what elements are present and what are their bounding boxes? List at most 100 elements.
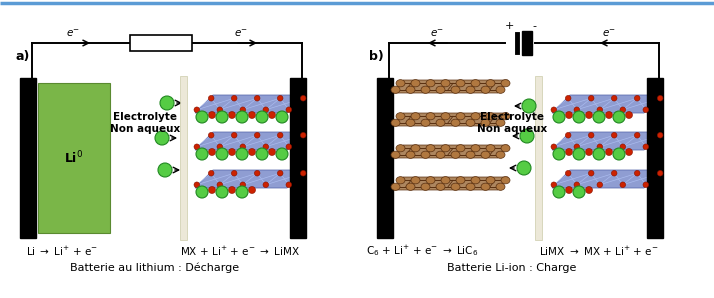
Ellipse shape — [466, 183, 475, 190]
Ellipse shape — [421, 86, 430, 93]
Ellipse shape — [286, 182, 291, 187]
Ellipse shape — [240, 107, 246, 113]
Ellipse shape — [286, 144, 291, 150]
Ellipse shape — [248, 187, 256, 193]
Ellipse shape — [451, 151, 460, 158]
Ellipse shape — [396, 113, 405, 120]
Text: C$_{6}$ + Li$^{+}$ + e$^{-}$ $\rightarrow$ LiC$_{6}$: C$_{6}$ + Li$^{+}$ + e$^{-}$ $\rightarro… — [366, 243, 478, 258]
Ellipse shape — [155, 131, 169, 145]
Polygon shape — [393, 113, 508, 126]
Ellipse shape — [643, 182, 648, 187]
Ellipse shape — [217, 144, 223, 150]
Ellipse shape — [481, 151, 490, 158]
Ellipse shape — [216, 148, 228, 160]
Ellipse shape — [231, 95, 237, 101]
Ellipse shape — [217, 107, 223, 113]
Ellipse shape — [574, 107, 580, 113]
Bar — [535, 76, 542, 240]
Ellipse shape — [217, 182, 223, 187]
Ellipse shape — [208, 111, 216, 119]
Text: e$^{-}$: e$^{-}$ — [430, 28, 444, 39]
Polygon shape — [195, 170, 305, 188]
Ellipse shape — [585, 148, 593, 156]
Ellipse shape — [301, 95, 306, 101]
Ellipse shape — [216, 186, 228, 198]
Ellipse shape — [276, 148, 288, 160]
Ellipse shape — [254, 132, 260, 138]
Ellipse shape — [406, 183, 415, 190]
Ellipse shape — [643, 107, 648, 113]
Ellipse shape — [574, 144, 580, 150]
Ellipse shape — [625, 111, 633, 119]
Ellipse shape — [208, 95, 214, 101]
Ellipse shape — [551, 107, 557, 113]
Bar — [180, 76, 187, 240]
Text: b): b) — [369, 50, 383, 63]
Text: e$^{-}$: e$^{-}$ — [66, 28, 80, 39]
Ellipse shape — [565, 95, 571, 101]
Ellipse shape — [421, 119, 430, 126]
Ellipse shape — [456, 80, 465, 87]
Ellipse shape — [501, 145, 510, 152]
Ellipse shape — [573, 148, 585, 160]
Ellipse shape — [208, 187, 216, 193]
Text: Electrolyte
Non aqueux: Electrolyte Non aqueux — [477, 112, 547, 134]
Ellipse shape — [231, 170, 237, 176]
Ellipse shape — [471, 177, 480, 184]
Ellipse shape — [301, 170, 306, 176]
Ellipse shape — [517, 161, 531, 175]
Polygon shape — [393, 177, 508, 190]
Ellipse shape — [620, 182, 625, 187]
Ellipse shape — [471, 145, 480, 152]
Ellipse shape — [553, 111, 565, 123]
Text: Electrolyte
Non aqueux: Electrolyte Non aqueux — [110, 112, 180, 134]
Ellipse shape — [263, 182, 268, 187]
Ellipse shape — [551, 144, 557, 150]
Ellipse shape — [658, 95, 663, 101]
Bar — [20, 78, 36, 238]
Ellipse shape — [496, 86, 505, 93]
Ellipse shape — [466, 119, 475, 126]
Ellipse shape — [286, 107, 291, 113]
Ellipse shape — [228, 111, 236, 119]
Ellipse shape — [501, 177, 510, 184]
Ellipse shape — [565, 132, 571, 138]
Ellipse shape — [605, 148, 613, 156]
Ellipse shape — [573, 186, 585, 198]
Ellipse shape — [254, 95, 260, 101]
Text: Li $\rightarrow$ Li$^{+}$ + e$^{-}$: Li $\rightarrow$ Li$^{+}$ + e$^{-}$ — [26, 244, 98, 257]
Ellipse shape — [263, 144, 268, 150]
Ellipse shape — [553, 186, 565, 198]
Ellipse shape — [391, 86, 400, 93]
Ellipse shape — [236, 111, 248, 123]
Ellipse shape — [396, 145, 405, 152]
Ellipse shape — [613, 148, 625, 160]
Ellipse shape — [160, 96, 174, 110]
Ellipse shape — [411, 80, 420, 87]
Ellipse shape — [248, 148, 256, 156]
Ellipse shape — [551, 182, 557, 187]
Ellipse shape — [436, 119, 445, 126]
Ellipse shape — [268, 111, 276, 119]
Ellipse shape — [391, 119, 400, 126]
Ellipse shape — [496, 151, 505, 158]
Ellipse shape — [611, 132, 617, 138]
Ellipse shape — [421, 151, 430, 158]
Ellipse shape — [436, 183, 445, 190]
Ellipse shape — [481, 183, 490, 190]
Ellipse shape — [597, 107, 603, 113]
Ellipse shape — [194, 144, 200, 150]
Ellipse shape — [620, 144, 625, 150]
Ellipse shape — [593, 111, 605, 123]
Ellipse shape — [301, 132, 306, 138]
Ellipse shape — [597, 182, 603, 187]
Ellipse shape — [406, 86, 415, 93]
Ellipse shape — [391, 183, 400, 190]
Ellipse shape — [216, 111, 228, 123]
Ellipse shape — [486, 145, 495, 152]
Ellipse shape — [496, 119, 505, 126]
Ellipse shape — [240, 144, 246, 150]
Ellipse shape — [456, 177, 465, 184]
Ellipse shape — [585, 111, 593, 119]
Ellipse shape — [436, 86, 445, 93]
